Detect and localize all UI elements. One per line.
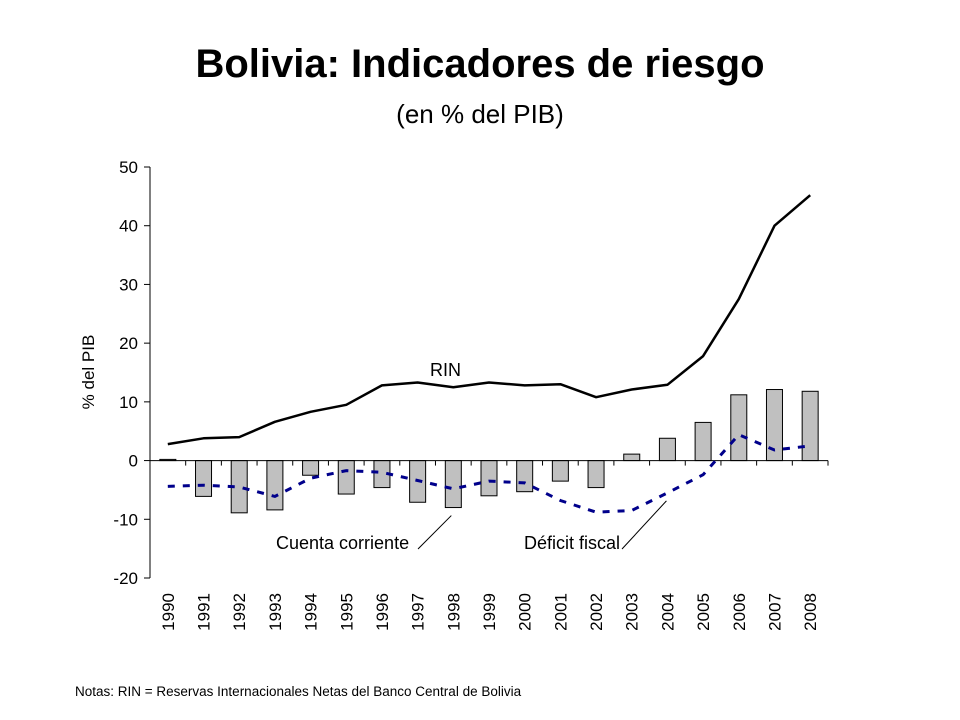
y-tick-label: 20 (119, 334, 138, 353)
x-tick-label-1994: 1994 (302, 593, 321, 631)
x-tick-label-2007: 2007 (765, 593, 784, 631)
bar-cuenta-corriente-2008 (801, 390, 819, 462)
bar-cuenta-corriente-2004 (658, 437, 676, 462)
bar-cuenta-corriente-1999 (480, 460, 498, 497)
bar-cuenta-corriente-2005 (694, 421, 712, 462)
bar-cuenta-corriente-1993 (266, 460, 284, 511)
bar-cuenta-corriente-2003 (623, 453, 641, 462)
x-tick-label-2006: 2006 (730, 593, 749, 631)
x-tick-label-2004: 2004 (658, 593, 677, 631)
x-tick-label-2008: 2008 (801, 593, 820, 631)
x-tick-label-1995: 1995 (337, 593, 356, 631)
bar-cuenta-corriente-2000 (516, 460, 534, 493)
axes-layer: -20 -10 0 10 20 30 40 50 1990 1991 1992 1993 1994 199… (79, 158, 829, 631)
annotation-deficit-fiscal: Déficit fiscal (524, 533, 620, 553)
x-tick-label-1991: 1991 (195, 593, 214, 631)
bar-cuenta-corriente-2006 (730, 394, 748, 462)
bar-cuenta-corriente-2002 (587, 460, 605, 489)
x-tick-label-1998: 1998 (444, 593, 463, 631)
x-tick-label-2005: 2005 (694, 593, 713, 631)
y-tick-label: -10 (113, 510, 138, 529)
x-tick-label-2003: 2003 (623, 593, 642, 631)
bars-layer (159, 389, 819, 514)
footnote: Notas: RIN = Reservas Internacionales Ne… (75, 684, 522, 699)
bar-cuenta-corriente-1998 (444, 460, 462, 509)
x-tick-label-1990: 1990 (159, 593, 178, 631)
x-tick-label-1993: 1993 (266, 593, 285, 631)
x-tick-label-2002: 2002 (587, 593, 606, 631)
y-tick-label: 0 (129, 452, 138, 471)
x-tick-label-2000: 2000 (516, 593, 535, 631)
bar-cuenta-corriente-1991 (195, 460, 213, 497)
annotation-cuenta-corriente: Cuenta corriente (276, 533, 409, 553)
chart-title: Bolivia: Indicadores de riesgo (195, 42, 765, 86)
y-tick-label: -20 (113, 569, 138, 588)
arrow-deficit-fiscal (621, 500, 667, 550)
chart-subtitle: (en % del PIB) (396, 99, 564, 129)
x-tick-label-1996: 1996 (373, 593, 392, 631)
line-rin (167, 194, 812, 446)
line-deficit-fiscal (167, 432, 811, 514)
lines-layer (167, 194, 812, 514)
y-tick-label: 50 (119, 158, 138, 177)
y-tick-label: 10 (119, 393, 138, 412)
x-tick-label-1997: 1997 (409, 593, 428, 631)
x-tick-label-2001: 2001 (551, 593, 570, 631)
x-tick-label-1992: 1992 (230, 593, 249, 631)
y-axis-title: % del PIB (79, 335, 98, 410)
y-tick-label: 30 (119, 275, 138, 294)
annotation-rin: RIN (430, 360, 461, 380)
arrow-cuenta-corriente (417, 515, 452, 550)
bar-cuenta-corriente-1994 (302, 460, 320, 476)
bar-cuenta-corriente-1995 (337, 460, 355, 495)
labels-layer: RIN Cuenta corriente Déficit fiscal (276, 360, 667, 553)
y-tick-label: 40 (119, 217, 138, 236)
bar-cuenta-corriente-2001 (551, 460, 569, 482)
x-tick-label-1999: 1999 (480, 593, 499, 631)
